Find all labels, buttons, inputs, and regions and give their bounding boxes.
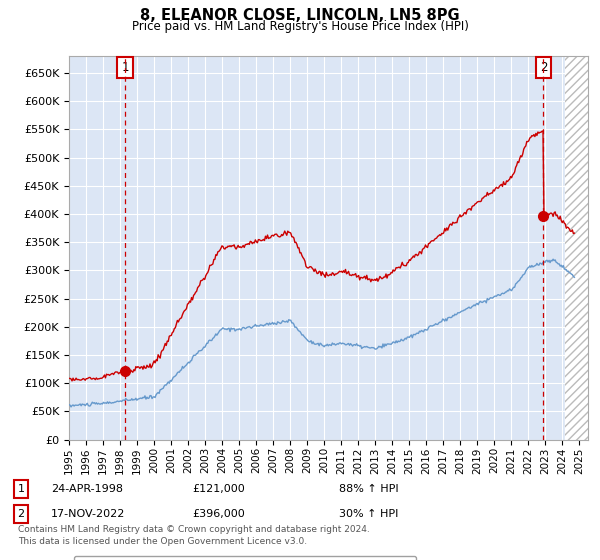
Text: £396,000: £396,000	[192, 509, 245, 519]
Text: Contains HM Land Registry data © Crown copyright and database right 2024.
This d: Contains HM Land Registry data © Crown c…	[18, 525, 370, 546]
Text: 17-NOV-2022: 17-NOV-2022	[51, 509, 125, 519]
Bar	[565, 56, 588, 440]
Text: 2: 2	[539, 61, 547, 74]
Text: 88% ↑ HPI: 88% ↑ HPI	[339, 484, 398, 494]
Text: 30% ↑ HPI: 30% ↑ HPI	[339, 509, 398, 519]
Text: 8, ELEANOR CLOSE, LINCOLN, LN5 8PG: 8, ELEANOR CLOSE, LINCOLN, LN5 8PG	[140, 8, 460, 24]
Text: 24-APR-1998: 24-APR-1998	[51, 484, 123, 494]
Text: 1: 1	[17, 484, 25, 494]
Text: Price paid vs. HM Land Registry's House Price Index (HPI): Price paid vs. HM Land Registry's House …	[131, 20, 469, 32]
Text: 2: 2	[17, 509, 25, 519]
Legend: 8, ELEANOR CLOSE, LINCOLN, LN5 8PG (detached house), HPI: Average price, detache: 8, ELEANOR CLOSE, LINCOLN, LN5 8PG (deta…	[74, 556, 416, 560]
Text: £121,000: £121,000	[192, 484, 245, 494]
Text: 1: 1	[122, 61, 129, 74]
Bar	[565, 56, 588, 440]
